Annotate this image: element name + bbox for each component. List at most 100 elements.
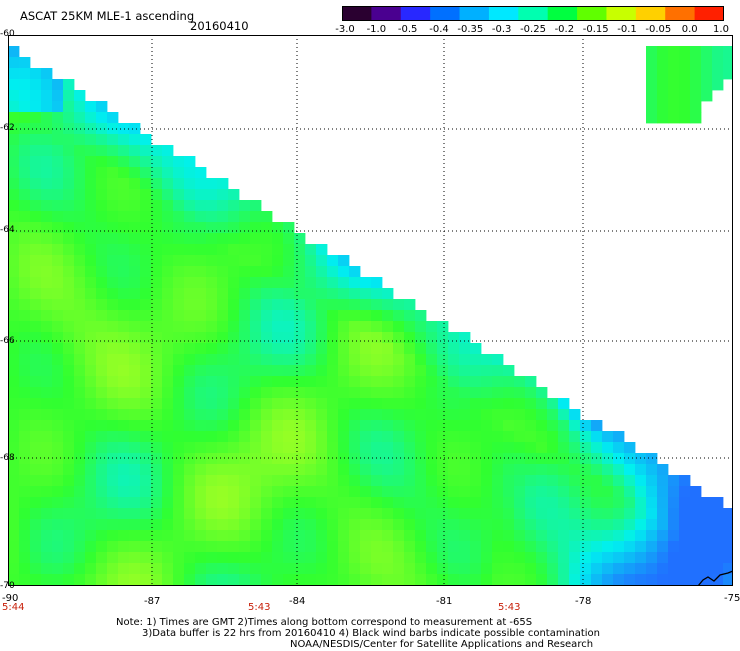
data-cell (580, 486, 592, 498)
data-cell (316, 299, 328, 311)
data-cell (30, 211, 42, 223)
data-cell (448, 563, 460, 575)
data-cell (657, 552, 669, 564)
data-cell (140, 167, 152, 179)
data-cell (558, 530, 570, 542)
data-cell (679, 552, 691, 564)
data-cell (690, 101, 702, 113)
data-cell (525, 398, 537, 410)
data-cell (283, 497, 295, 509)
data-cell (327, 310, 339, 322)
data-cell (525, 453, 537, 465)
data-cell (250, 310, 262, 322)
data-cell (470, 464, 482, 476)
data-cell (140, 178, 152, 190)
data-cell (261, 354, 273, 366)
data-cell (547, 398, 559, 410)
data-cell (624, 486, 636, 498)
data-cell (580, 475, 592, 487)
data-cell (151, 332, 163, 344)
data-cell (85, 222, 97, 234)
data-cell (239, 200, 251, 212)
data-cell (8, 266, 20, 278)
data-cell (206, 255, 218, 267)
data-cell (74, 134, 86, 146)
data-cell (96, 211, 108, 223)
data-cell (228, 431, 240, 443)
data-cell (85, 255, 97, 267)
data-cell (503, 475, 515, 487)
data-cell (272, 409, 284, 421)
data-cell (679, 475, 691, 487)
data-cell (96, 365, 108, 377)
data-cell (140, 420, 152, 432)
data-cell (118, 189, 130, 201)
data-cell (239, 211, 251, 223)
data-cell (250, 530, 262, 542)
data-cell (52, 255, 64, 267)
data-cell (239, 332, 251, 344)
data-cell (107, 365, 119, 377)
data-cell (272, 332, 284, 344)
data-cell (712, 530, 724, 542)
data-cell (613, 464, 625, 476)
data-cell (393, 475, 405, 487)
data-cell (228, 464, 240, 476)
data-cell (404, 530, 416, 542)
data-cell (712, 497, 724, 509)
colorbar-tick-label: -0.05 (645, 24, 672, 35)
data-cell (261, 233, 273, 245)
data-cell (184, 277, 196, 289)
data-cell (195, 332, 207, 344)
data-cell (52, 398, 64, 410)
data-cell (382, 376, 394, 388)
data-cell (118, 200, 130, 212)
data-cell (85, 519, 97, 531)
data-cell (536, 475, 548, 487)
data-cell (679, 46, 691, 58)
data-cell (30, 541, 42, 553)
data-cell (316, 508, 328, 520)
data-cell (657, 112, 669, 124)
data-cell (679, 574, 691, 586)
data-cell (415, 497, 427, 509)
data-cell (668, 508, 680, 520)
data-cell (63, 453, 75, 465)
data-cell (305, 266, 317, 278)
data-cell (437, 464, 449, 476)
data-cell (41, 211, 53, 223)
data-cell (305, 442, 317, 454)
data-cell (173, 178, 185, 190)
data-cell (349, 277, 361, 289)
data-cell (558, 541, 570, 553)
data-cell (217, 343, 229, 355)
data-cell (712, 541, 724, 553)
data-cell (228, 343, 240, 355)
data-cell (140, 343, 152, 355)
data-cell (8, 376, 20, 388)
data-cell (206, 497, 218, 509)
data-cell (74, 486, 86, 498)
data-cell (250, 453, 262, 465)
data-cell (140, 574, 152, 586)
data-cell (316, 464, 328, 476)
data-cell (261, 387, 273, 399)
data-cell (338, 332, 350, 344)
data-cell (624, 475, 636, 487)
data-cell (371, 552, 383, 564)
data-cell (85, 233, 97, 245)
data-cell (8, 123, 20, 135)
data-cell (305, 354, 317, 366)
colorbar-segment (518, 6, 549, 21)
data-cell (437, 442, 449, 454)
data-cell (503, 464, 515, 476)
data-cell (96, 508, 108, 520)
data-cell (96, 563, 108, 575)
data-cell (668, 530, 680, 542)
data-cell (8, 145, 20, 157)
data-cell (371, 420, 383, 432)
data-cell (195, 244, 207, 256)
data-cell (162, 420, 174, 432)
data-cell (558, 508, 570, 520)
data-cell (327, 321, 339, 333)
